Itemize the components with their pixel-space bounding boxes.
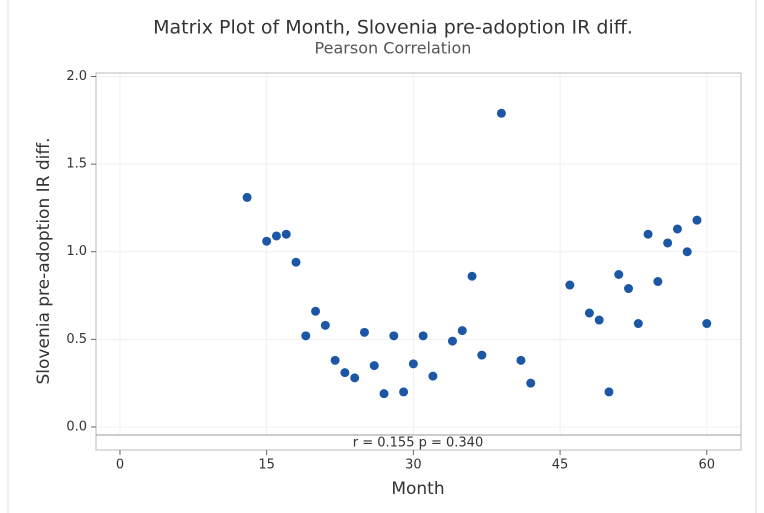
point [369,361,379,371]
point [428,371,438,381]
point [281,229,291,239]
point [614,270,624,280]
point [301,331,311,341]
point [311,306,321,316]
point [604,387,614,397]
y-axis-label: Slovenia pre-adoption IR diff. [34,138,54,385]
point [526,378,536,388]
point [262,236,272,246]
y-tick-label: 0.5 [66,332,87,347]
point [624,284,634,294]
y-tick-label: 0.0 [66,419,87,434]
point [702,319,712,329]
point [340,368,350,378]
point [477,350,487,360]
plot-frame [95,72,742,451]
point [320,320,330,330]
point [663,238,673,248]
point [565,280,575,290]
point [379,389,389,399]
y-tick-label: 1.5 [66,157,87,172]
point [291,257,301,267]
point [594,315,604,325]
point [496,108,506,118]
point [633,319,643,329]
y-tick-label: 2.0 [66,69,87,84]
point [399,387,409,397]
point [516,355,526,365]
point [242,192,252,202]
point [467,271,477,281]
annotation: r = 0.155 p = 0.340 [353,436,483,451]
x-axis-label: Month [391,479,444,499]
x-tick-label: 15 [258,458,275,473]
point [682,247,692,257]
point [271,231,281,241]
x-tick-label: 30 [405,458,422,473]
point [672,224,682,234]
point [692,215,702,225]
point [359,327,369,337]
point [653,277,663,287]
point [418,331,428,341]
point [408,359,418,369]
point [643,229,653,239]
point [350,373,360,383]
point [457,326,467,336]
point [584,308,594,318]
point [389,331,399,341]
y-tick-label: 1.0 [66,244,87,259]
point [330,355,340,365]
chart-subtitle: Pearson Correlation [315,39,472,58]
chart-title: Matrix Plot of Month, Slovenia pre-adopt… [153,17,633,39]
x-tick-label: 0 [116,458,124,473]
x-tick-label: 60 [698,458,715,473]
x-tick-label: 45 [552,458,569,473]
point [447,336,457,346]
